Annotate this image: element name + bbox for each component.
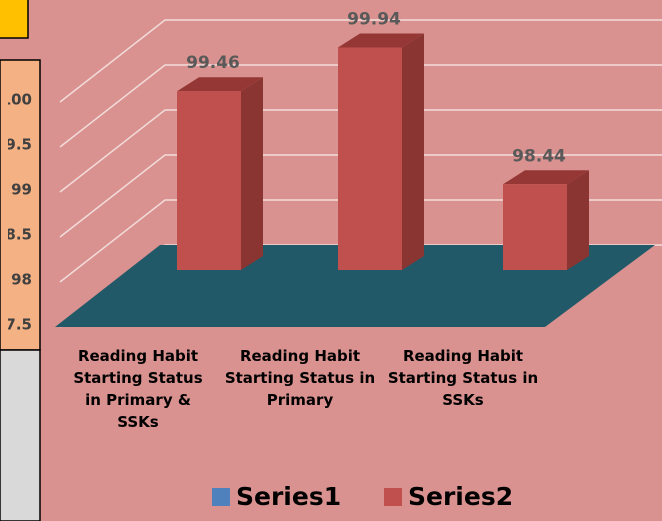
bar (338, 47, 402, 270)
x-tick-label: Reading Habit Starting Status in Primary (224, 347, 376, 409)
side-panel (0, 59, 41, 351)
bar (503, 184, 567, 270)
bar-top (503, 170, 589, 185)
bar-side (402, 33, 424, 270)
y-tick-label: 97.5 (0, 316, 32, 334)
grid-line (59, 199, 662, 283)
bar-top (177, 77, 263, 92)
y-tick-label: 100 (1, 91, 32, 109)
legend-label: Series2 (408, 482, 513, 511)
grid-line (59, 19, 662, 103)
grid-line (59, 154, 662, 238)
corner-box (0, 0, 29, 39)
data-label: 98.44 (512, 146, 566, 166)
data-label: 99.94 (347, 9, 401, 29)
legend-label: Series1 (236, 482, 341, 511)
bar-side (241, 77, 263, 270)
y-tick-label: 98.5 (0, 226, 32, 244)
x-tick-label: Reading Habit Starting Status in SSKs (387, 347, 539, 409)
y-tick-label: 98 (11, 271, 32, 289)
side-panel-lower (0, 349, 41, 521)
legend-swatch (384, 488, 402, 506)
grid-line (59, 109, 662, 193)
legend-swatch (212, 488, 230, 506)
grid-line (59, 64, 662, 148)
bar-top (338, 33, 424, 48)
y-tick-label: 99.5 (0, 136, 32, 154)
bar (177, 91, 241, 270)
bar-side (567, 170, 589, 270)
y-tick-label: 99 (11, 181, 32, 199)
x-tick-label: Reading Habit Starting Status in Primary… (73, 347, 203, 431)
data-label: 99.46 (186, 53, 240, 73)
